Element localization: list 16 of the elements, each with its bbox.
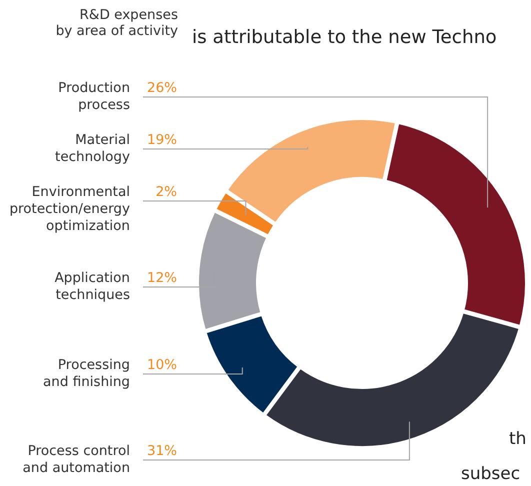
slice-label: Production process — [58, 80, 130, 113]
chart-title: R&D expenses by area of activity — [56, 7, 178, 39]
data-label: 12% — [146, 270, 178, 286]
slice-label: Material technology — [55, 132, 130, 165]
slice-label: Process control and automation — [22, 443, 130, 476]
text: is attributable to the new Techno — [192, 27, 497, 48]
data-label: 26% — [146, 80, 178, 96]
slice-label: Application techniques — [54, 270, 130, 303]
text: th — [509, 429, 526, 449]
slice-label: Processing and finishing — [43, 357, 130, 390]
data-label: 19% — [146, 132, 178, 148]
data-label: 31% — [146, 443, 178, 459]
data-label: 2% — [156, 184, 178, 200]
data-label: 10% — [146, 357, 178, 373]
slice-label: Environmental protection/energy optimization — [9, 184, 130, 234]
text: subsec — [461, 464, 520, 484]
